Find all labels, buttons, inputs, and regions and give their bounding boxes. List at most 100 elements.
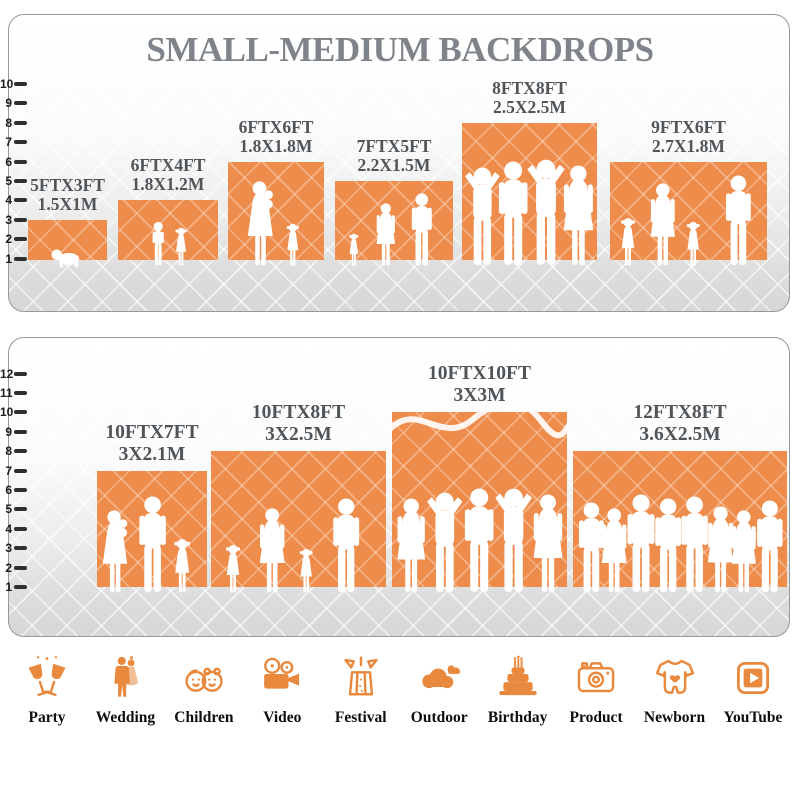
festival-gift-icon <box>344 656 378 696</box>
backdrop-9x6: 9FTX6FT 2.7X1.8M <box>610 117 767 266</box>
ruler-number: 5 <box>5 502 12 516</box>
size-ft: 6FTX4FT <box>130 154 206 175</box>
size-m: 3X2.1M <box>118 444 186 466</box>
ruler-number: 2 <box>5 561 12 575</box>
ruler-tick: 5 <box>0 502 27 516</box>
wedding-couple-icon <box>114 656 139 697</box>
tick-mark <box>14 372 27 376</box>
size-m: 1.8X1.2M <box>131 174 205 195</box>
ruler-number: 7 <box>5 464 12 478</box>
size-ft: 10FTX8FT <box>251 402 346 424</box>
category-label: Video <box>263 709 302 726</box>
ruler-number: 9 <box>5 425 12 439</box>
outdoor-clouds-icon <box>422 665 461 689</box>
ruler-tick: 1 <box>0 580 27 594</box>
backdrop-5x3: 5FTX3FT 1.5X1M <box>28 175 107 268</box>
ruler-number: 7 <box>5 135 12 149</box>
backdrop-10x10: 10FTX10FT 3X3M <box>392 363 567 593</box>
backdrop-size-label: 12FTX8FT 3.6X2.5M <box>633 402 726 446</box>
silhouette-family-four <box>620 175 751 266</box>
tick-mark <box>14 507 27 511</box>
ruler-tick: 3 <box>0 541 27 555</box>
ruler-tick: 8 <box>0 444 27 458</box>
product-camera-icon <box>577 662 615 693</box>
ruler-tick: 7 <box>0 135 27 149</box>
ruler-tick: 11 <box>0 386 27 400</box>
silhouette-group-eight <box>578 494 783 593</box>
ruler-number: 2 <box>5 232 12 246</box>
silhouette-baby-crawling <box>51 249 80 268</box>
tick-mark <box>14 237 27 241</box>
backdrop-size-label: 9FTX6FT 2.7X1.8M <box>651 116 726 157</box>
ruler-tick: 7 <box>0 464 27 478</box>
ruler-number: 4 <box>5 522 12 536</box>
backdrop-size-label: 10FTX7FT 3X2.1M <box>105 422 198 466</box>
tick-mark <box>14 121 27 125</box>
size-m: 1.5X1M <box>37 194 98 215</box>
size-ft: 12FTX8FT <box>633 402 727 424</box>
size-m: 3.6X2.5M <box>639 424 721 446</box>
backdrop-size-label: 6FTX6FT 1.8X1.8M <box>239 117 314 157</box>
backdrop-6x4: 6FTX4FT 1.8X1.2M <box>118 155 218 266</box>
tick-mark <box>14 488 27 492</box>
ruler-number: 5 <box>5 174 12 188</box>
tick-mark <box>14 391 27 395</box>
youtube-play-icon <box>736 661 769 695</box>
size-m: 3X2.5M <box>265 424 332 446</box>
backdrop-10x7: 10FTX7FT 3X2.1M <box>97 422 207 593</box>
silhouette-family-three <box>349 193 432 266</box>
ruler-tick: 5 <box>0 174 27 188</box>
tick-mark <box>14 179 27 183</box>
category-label: Wedding <box>95 709 156 726</box>
watermark-squiggle <box>392 412 567 439</box>
silhouette-group-five <box>397 488 563 593</box>
silhouette-two-children <box>152 221 187 266</box>
ruler-number: 1 <box>5 252 12 266</box>
size-m: 1.8X1.8M <box>239 136 313 157</box>
video-camera-icon <box>264 657 300 689</box>
ruler-tick: 10 <box>0 405 27 419</box>
category-festival: Festival <box>322 652 400 727</box>
ruler-number: 8 <box>5 444 12 458</box>
backdrop-12x8: 12FTX8FT 3.6X2.5M <box>573 402 787 593</box>
backdrop-size-label: 5FTX3FT 1.5X1M <box>30 175 105 215</box>
category-product: Product <box>557 652 635 727</box>
backdrop-size-label: 6FTX4FT 1.8X1.2M <box>130 154 206 195</box>
ruler-number: 8 <box>5 116 12 130</box>
category-label: Festival <box>334 709 387 726</box>
tick-mark <box>14 198 27 202</box>
tick-mark <box>14 257 27 261</box>
ruler-number: 9 <box>5 96 12 110</box>
size-m: 3X3M <box>453 385 506 407</box>
ruler-tick: 4 <box>0 522 27 536</box>
ruler-number: 10 <box>0 77 14 91</box>
ruler-number: 6 <box>5 483 12 497</box>
category-video: Video <box>243 652 321 727</box>
ruler-number: 3 <box>5 541 12 555</box>
size-ft: 9FTX6FT <box>651 116 726 137</box>
size-ft: 7FTX5FT <box>356 135 432 156</box>
silhouette-family-four <box>225 498 360 593</box>
backdrop-7x5: 7FTX5FT 2.2X1.5M <box>335 136 453 266</box>
size-m: 2.7X1.8M <box>652 136 725 157</box>
backdrop-6x6: 6FTX6FT 1.8X1.8M <box>228 117 324 266</box>
newborn-onesie-icon <box>655 659 694 694</box>
category-label: YouTube <box>723 709 783 726</box>
ruler-number: 12 <box>0 367 14 381</box>
ruler-tick: 2 <box>0 232 27 246</box>
ruler-tick: 9 <box>0 425 27 439</box>
category-label: Party <box>28 709 66 726</box>
category-newborn: Newborn <box>636 652 714 727</box>
backdrop-size-label: 7FTX5FT 2.2X1.5M <box>356 135 432 176</box>
ruler-number: 1 <box>5 580 12 594</box>
ruler-tick: 10 <box>0 77 27 91</box>
tick-mark <box>14 546 27 550</box>
tick-mark <box>14 527 27 531</box>
category-outdoor: Outdoor <box>400 652 478 727</box>
ruler-number: 4 <box>5 193 12 207</box>
tick-mark <box>14 218 27 222</box>
tick-mark <box>14 469 27 473</box>
ruler-number: 10 <box>0 405 14 419</box>
ruler-tick: 1 <box>0 252 27 266</box>
